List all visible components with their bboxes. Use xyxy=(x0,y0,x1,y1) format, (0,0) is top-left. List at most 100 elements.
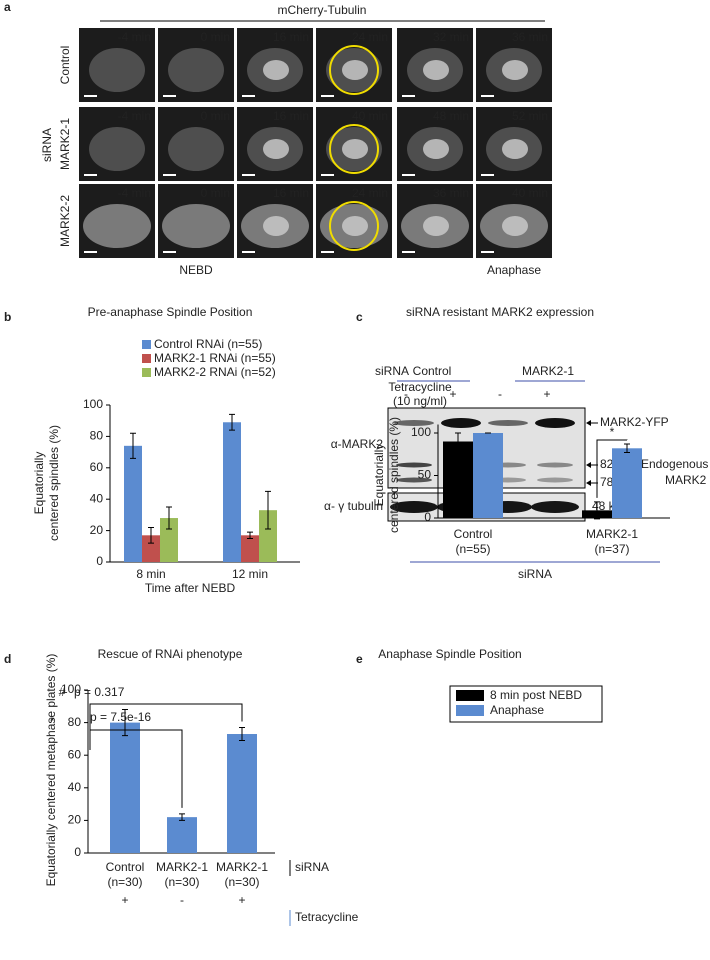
n-label: (n=30) xyxy=(107,875,142,889)
legend-label: MARK2-1 RNAi (n=55) xyxy=(154,351,276,365)
endogenous-label: Endogenous xyxy=(641,457,708,471)
sig-bracket xyxy=(89,729,183,808)
chart-title: Anaphase Spindle Position xyxy=(378,647,521,661)
band-yfp xyxy=(488,420,528,426)
y-tick-label: 100 xyxy=(83,397,103,411)
cell xyxy=(89,48,145,92)
band-yfp xyxy=(394,420,434,426)
time-label: 36 min xyxy=(433,186,469,200)
n-label: (n=30) xyxy=(164,875,199,889)
treatment-label: Tetracycline xyxy=(388,380,452,394)
row-label: MARK2-2 xyxy=(58,195,72,247)
time-label: -4 min xyxy=(118,30,151,44)
band-tubulin xyxy=(390,501,438,513)
cell xyxy=(162,204,230,248)
panel-letter: d xyxy=(4,652,11,666)
legend-swatch xyxy=(142,354,151,363)
highlight-circle xyxy=(329,124,379,174)
y-tick-label: 0 xyxy=(74,845,81,859)
sirna-label: siRNA xyxy=(375,364,409,378)
time-label: 36 min xyxy=(512,30,548,44)
highlight-circle xyxy=(329,45,379,95)
y-tick-label: 40 xyxy=(68,780,82,794)
spindle xyxy=(502,216,528,236)
bar xyxy=(167,817,197,853)
tetracycline-sign: - xyxy=(180,893,184,907)
y-axis-label: Equatorially xyxy=(372,444,386,507)
x-tick-label: Control xyxy=(454,527,493,541)
bar xyxy=(160,518,178,562)
cell xyxy=(168,127,224,171)
error-bar xyxy=(148,526,154,544)
legend-box xyxy=(449,685,603,723)
arrow-head xyxy=(586,462,591,468)
time-label: 0 min xyxy=(201,109,230,123)
spindle xyxy=(342,139,368,159)
error-bar xyxy=(229,413,235,431)
error-bar xyxy=(247,531,253,539)
legend-swatch xyxy=(456,690,484,701)
panel-letter: c xyxy=(356,310,363,324)
spindle xyxy=(342,60,368,80)
error-bar xyxy=(130,432,136,459)
cell xyxy=(83,204,151,248)
panel-letter: e xyxy=(356,652,363,666)
sig-bracket xyxy=(596,439,628,498)
significance: * xyxy=(610,425,615,439)
treatment-dose: (10 ng/ml) xyxy=(393,394,447,408)
legend-label: 8 min post NEBD xyxy=(490,688,582,702)
y-axis-label: Equatorially xyxy=(32,452,46,515)
error-bar xyxy=(166,506,172,530)
y-tick-label: 100 xyxy=(411,425,431,439)
n-label: (n=55) xyxy=(455,542,490,556)
time-label: 40 min xyxy=(352,109,388,123)
legend-label: MARK2-2 RNAi (n=52) xyxy=(154,365,276,379)
annotation-symbol: * xyxy=(50,714,55,728)
blot-title: siRNA resistant MARK2 expression xyxy=(406,305,594,319)
endogenous-label: MARK2 xyxy=(665,473,707,487)
band-tubulin xyxy=(531,501,579,513)
y-axis-label: centered spindles (%) xyxy=(387,417,401,533)
time-label: 16 min xyxy=(273,30,309,44)
x-axis-label: siRNA xyxy=(518,567,552,581)
y-tick-label: 20 xyxy=(90,523,104,537)
band-78 xyxy=(396,477,432,483)
error-bar xyxy=(265,490,271,530)
group-label: Control xyxy=(413,364,452,378)
error-bar xyxy=(594,501,600,520)
annotation-text: p = 0.317 xyxy=(74,685,125,699)
tetracycline-sign: + xyxy=(238,893,245,907)
sig-bracket xyxy=(89,703,243,730)
spindle xyxy=(263,139,289,159)
microscopy-header: mCherry-Tubulin xyxy=(278,3,367,17)
highlight-circle xyxy=(329,201,379,251)
spindle xyxy=(502,60,528,80)
y-tick-label: 80 xyxy=(90,429,104,443)
time-label: 40 min xyxy=(512,186,548,200)
band-82 xyxy=(396,462,432,468)
x-tick-label: MARK2-1 xyxy=(156,860,208,874)
legend-swatch xyxy=(456,705,484,716)
y-tick-label: 20 xyxy=(68,813,82,827)
lane-sign: + xyxy=(449,387,456,401)
row-label: Tetracycline xyxy=(295,910,359,924)
x-tick-label: MARK2-1 xyxy=(216,860,268,874)
time-label: 52 min xyxy=(512,109,548,123)
time-label: 16 min xyxy=(273,109,309,123)
chart-title: Pre-anaphase Spindle Position xyxy=(88,305,253,319)
spindle xyxy=(423,139,449,159)
bar xyxy=(110,722,140,853)
n-label: (n=37) xyxy=(594,542,629,556)
group-label: siRNA xyxy=(40,128,54,162)
spindle xyxy=(502,139,528,159)
band-label: MARK2-YFP xyxy=(600,415,669,429)
x-tick-label: 12 min xyxy=(232,567,268,581)
time-label: 0 min xyxy=(201,30,230,44)
bar xyxy=(142,535,160,562)
y-axis-label: Equatorially centered metaphase plates (… xyxy=(44,654,58,887)
bar xyxy=(241,535,259,562)
arrow-head xyxy=(586,420,591,426)
time-label: 32 min xyxy=(433,30,469,44)
cell xyxy=(89,127,145,171)
